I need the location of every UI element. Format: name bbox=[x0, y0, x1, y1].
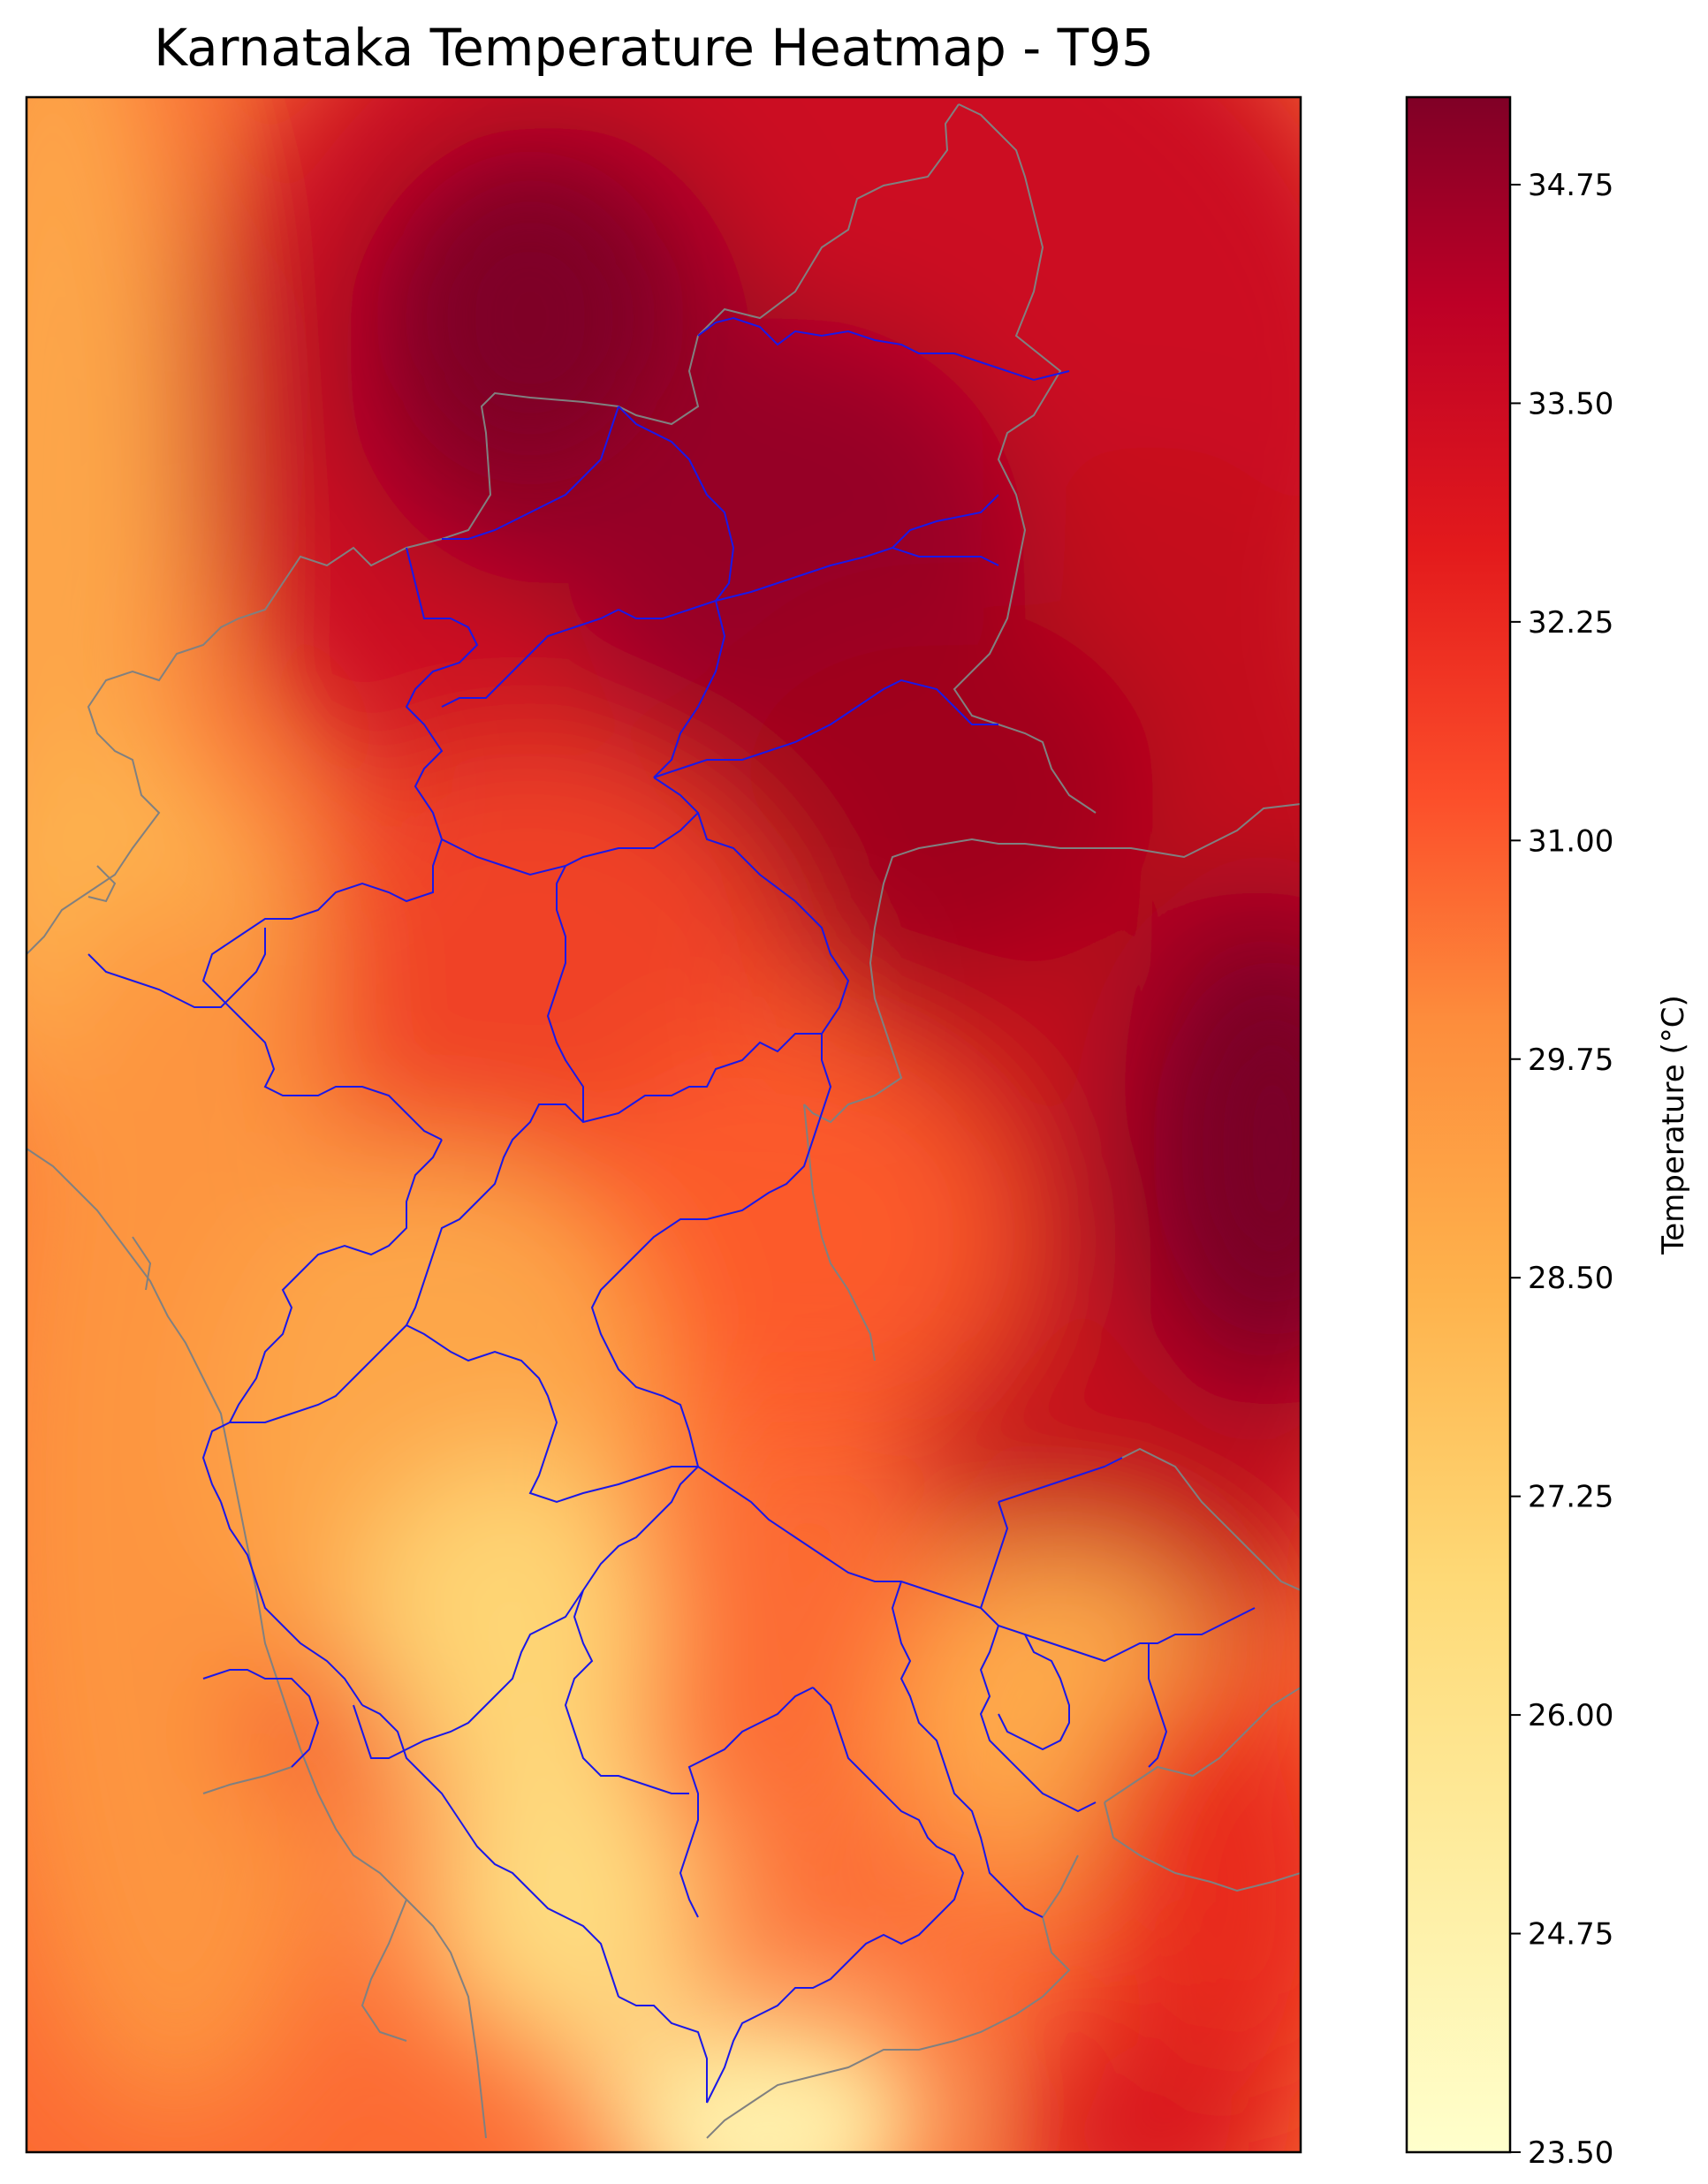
colorbar-tick-label: 32.25 bbox=[1528, 605, 1613, 641]
colorbar-tick-label: 31.00 bbox=[1528, 823, 1613, 859]
colorbar-tick-label: 28.50 bbox=[1528, 1261, 1613, 1296]
district-boundary-lines bbox=[87, 316, 1256, 2104]
colorbar-label: Temperature (°C) bbox=[1656, 995, 1691, 1255]
colorbar-tick-label: 29.75 bbox=[1528, 1043, 1613, 1078]
colorbar-tick-label: 34.75 bbox=[1528, 168, 1613, 203]
colorbar-tick-label: 33.50 bbox=[1528, 386, 1613, 421]
colorbar-ticks: 34.75 33.50 32.25 31.00 29.75 28.50 27.25 26.00… bbox=[1510, 168, 1613, 2171]
colorbar-gradient bbox=[1407, 97, 1510, 2152]
colorbar: 34.75 33.50 32.25 31.00 29.75 28.50 27.25 26.00… bbox=[1405, 95, 1691, 2171]
colorbar-tick-label: 27.25 bbox=[1528, 1480, 1613, 1515]
map-frame bbox=[25, 95, 1302, 2154]
colorbar-tick-label: 24.75 bbox=[1528, 1917, 1613, 1953]
colorbar-frame bbox=[1405, 95, 1512, 2154]
heatmap-area bbox=[27, 97, 1301, 2152]
colorbar-tick-label: 23.50 bbox=[1528, 2135, 1613, 2171]
state-border-lines bbox=[27, 103, 1301, 2139]
map-title: Karnataka Temperature Heatmap - T95 bbox=[154, 18, 1154, 78]
colorbar-tick-label: 26.00 bbox=[1528, 1698, 1613, 1733]
